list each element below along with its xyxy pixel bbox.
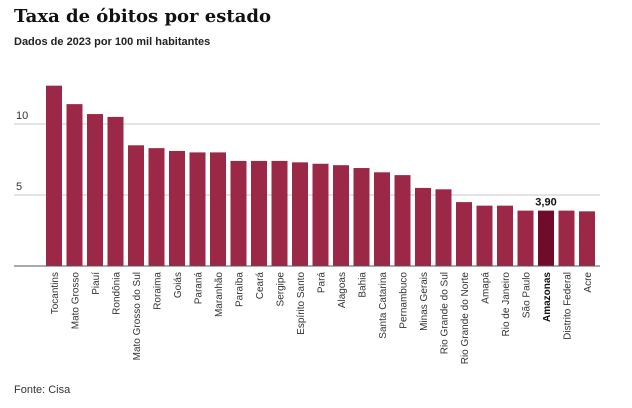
x-tick-label: Rondônia — [112, 272, 123, 315]
bar — [128, 145, 144, 266]
y-tick-label: 10 — [16, 110, 28, 122]
bar — [579, 211, 595, 266]
bar — [538, 210, 554, 266]
bar — [456, 202, 472, 266]
bar — [46, 85, 62, 266]
bar — [271, 160, 288, 266]
chart-subtitle: Dados de 2023 por 100 mil habitantes — [14, 36, 211, 48]
x-tick-label: Mato Grosso do Sul — [132, 272, 143, 360]
x-tick-label: Acre — [583, 272, 594, 293]
x-tick-label: Alagoas — [337, 272, 348, 308]
x-tick-label: Paraíba — [235, 272, 246, 307]
x-tick-label: Bahia — [358, 272, 369, 298]
x-tick-label: Distrito Federal — [563, 272, 574, 340]
bar — [558, 210, 575, 266]
x-tick-label: Rio Grande do Norte — [460, 272, 471, 365]
source-note: Fonte: Cisa — [14, 384, 71, 396]
bar — [476, 205, 493, 266]
bar — [189, 152, 206, 266]
x-tick-label: Ceará — [255, 272, 266, 300]
bar — [251, 160, 267, 266]
bar — [394, 175, 411, 266]
bar — [333, 165, 349, 266]
x-tick-label: Amapá — [481, 272, 492, 304]
bar — [435, 189, 452, 266]
x-tick-label: Paraná — [194, 272, 205, 305]
x-tick-label: Goiás — [173, 272, 184, 298]
chart-title: Taxa de óbitos por estado — [14, 6, 271, 27]
x-tick-label: Tocantins — [50, 272, 61, 314]
bar — [517, 210, 534, 266]
bar — [66, 104, 83, 267]
x-tick-label: Pernambuco — [399, 272, 410, 329]
x-tick-label: Mato Grosso — [71, 272, 82, 330]
x-tick-label: Pará — [317, 272, 328, 294]
bar — [107, 116, 124, 267]
bar — [312, 163, 329, 266]
bar — [87, 114, 103, 266]
x-tick-label: Minas Gerais — [419, 272, 430, 331]
data-label: 3,90 — [535, 197, 556, 209]
x-tick-label: Rio Grande do Sul — [440, 272, 451, 354]
bar — [415, 187, 431, 266]
x-tick-label: São Paulo — [522, 272, 533, 319]
y-tick-label: 5 — [16, 181, 22, 193]
bar — [497, 205, 513, 266]
bar — [169, 150, 185, 266]
x-tick-label: Piauí — [91, 272, 102, 295]
bar — [292, 162, 308, 266]
x-tick-label: Sergipe — [276, 272, 287, 307]
x-tick-label: Espírito Santo — [296, 272, 307, 335]
x-tick-label: Maranhão — [214, 272, 225, 317]
bar — [353, 168, 370, 266]
bar — [374, 172, 390, 266]
bar — [210, 152, 226, 266]
x-tick-label: Amazonas — [542, 272, 553, 322]
x-tick-label: Rio de Janeiro — [501, 272, 512, 337]
x-tick-label: Roraima — [153, 272, 164, 310]
bar — [148, 148, 165, 266]
bar — [230, 160, 247, 266]
x-tick-label: Santa Catarina — [378, 272, 389, 339]
